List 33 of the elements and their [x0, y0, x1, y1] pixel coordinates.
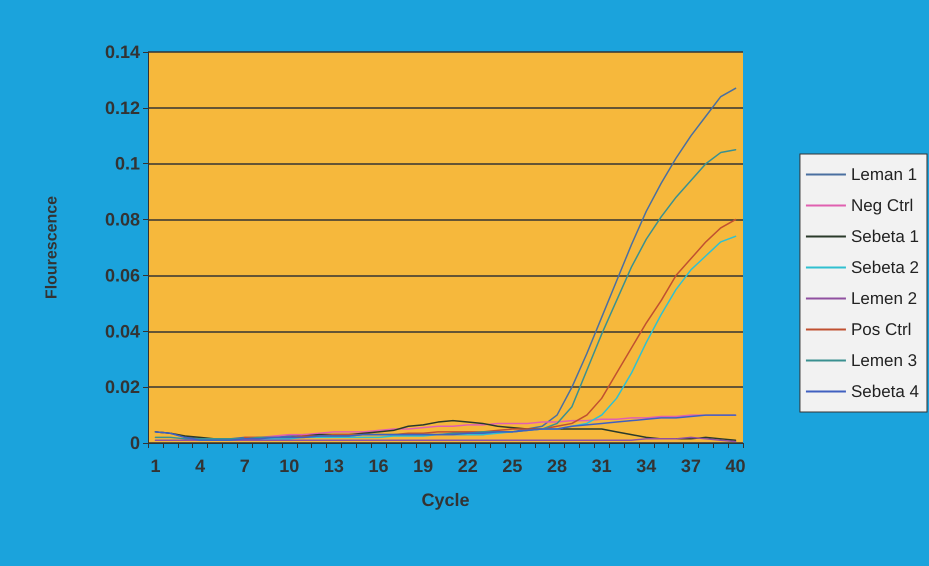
y-tick-label: 0.1 [114, 154, 140, 174]
x-tick-label: 19 [413, 456, 434, 476]
x-tick-label: 28 [547, 456, 568, 476]
x-tick-label: 37 [680, 456, 701, 476]
x-tick-label: 1 [150, 456, 160, 476]
x-tick-label: 25 [502, 456, 522, 476]
x-tick-label: 34 [636, 456, 656, 476]
legend-label: Sebeta 2 [850, 258, 920, 277]
y-tick-label: 0.12 [104, 98, 140, 118]
y-tick-label: 0.08 [104, 210, 140, 230]
legend-label: Sebeta 4 [850, 382, 920, 401]
legend-label: Lemen 2 [850, 289, 918, 308]
legend-label: Sebeta 1 [850, 227, 920, 246]
x-tick-label: 7 [240, 456, 250, 476]
x-tick-label: 31 [592, 456, 612, 476]
line-series [154, 414, 736, 441]
y-axis-title: Flourescence [44, 196, 60, 300]
x-tick-label: 13 [324, 456, 344, 476]
x-tick-label: 22 [458, 456, 478, 476]
y-tick-label: 0.06 [104, 265, 140, 286]
y-tick-label: 0.04 [104, 321, 140, 342]
legend-label: Pos Ctrl [850, 320, 912, 339]
legend-label: Neg Ctrl [850, 196, 914, 215]
legend-label: Leman 1 [850, 165, 918, 184]
legend-label: Lemen 3 [850, 351, 918, 370]
y-tick-label: 0 [130, 433, 140, 453]
y-tick-label: 0.14 [104, 42, 140, 62]
y-tick-label: 0.02 [104, 377, 140, 398]
x-tick-label: 10 [279, 456, 300, 476]
x-axis-title: Cycle [421, 490, 470, 510]
x-tick-label: 4 [195, 456, 206, 476]
x-tick-label: 40 [726, 456, 746, 476]
x-tick-label: 16 [368, 456, 389, 476]
